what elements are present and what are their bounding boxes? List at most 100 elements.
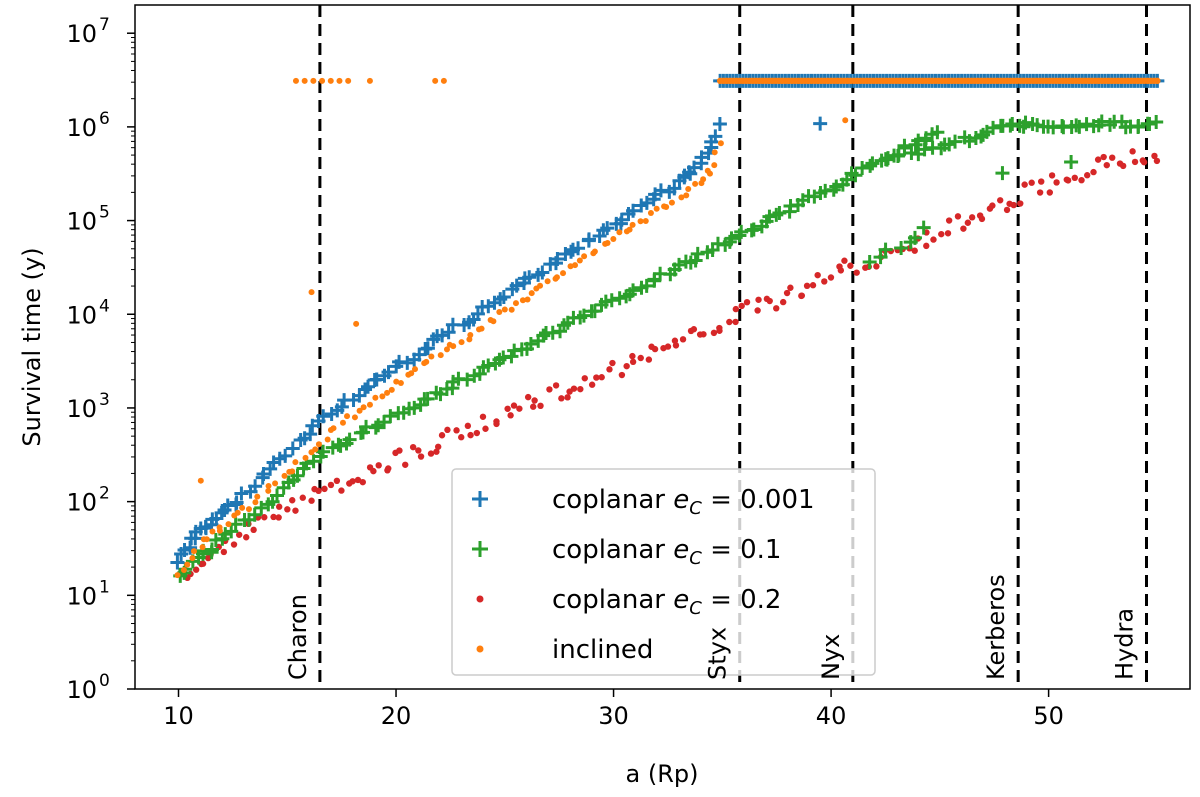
data-point [458, 339, 465, 346]
data-point [366, 77, 373, 84]
data-point [180, 566, 187, 573]
data-point [327, 77, 334, 84]
y-tick-label: 10 [66, 301, 97, 329]
data-point [1119, 162, 1127, 170]
data-point [324, 436, 331, 443]
data-point [220, 548, 228, 556]
data-point [853, 269, 860, 276]
data-point [209, 528, 216, 535]
data-point [299, 494, 306, 501]
y-tick-label: 10 [66, 582, 97, 610]
data-point [577, 385, 584, 393]
legend-marker [476, 645, 484, 653]
data-point [960, 225, 967, 232]
data-point [523, 336, 538, 351]
data-point [923, 242, 930, 250]
data-point [803, 282, 811, 290]
data-point [1129, 148, 1136, 155]
data-point [610, 235, 617, 242]
data-point [813, 116, 828, 131]
data-point [247, 507, 262, 522]
data-point [243, 534, 250, 541]
data-point [385, 465, 392, 472]
data-point [225, 521, 232, 528]
data-point [214, 505, 229, 520]
data-point [467, 331, 474, 338]
data-point [265, 482, 272, 489]
data-point [1103, 161, 1110, 169]
data-point [438, 432, 446, 439]
data-point [639, 278, 654, 293]
data-point [184, 561, 191, 568]
data-point [653, 205, 660, 212]
data-point [1053, 179, 1060, 186]
data-point [546, 386, 553, 393]
band-inclined [292, 77, 447, 84]
data-point [334, 399, 349, 414]
legend-box [451, 468, 876, 676]
data-point [1046, 189, 1054, 196]
data-point [560, 270, 567, 277]
data-point [694, 150, 709, 165]
data-point [668, 199, 675, 206]
x-tick-label: 40 [816, 702, 847, 730]
data-point [441, 325, 456, 340]
data-point [732, 305, 740, 313]
data-point [755, 296, 762, 303]
data-point [285, 441, 300, 456]
data-point [1030, 118, 1045, 133]
data-point [361, 379, 376, 394]
data-point [685, 185, 692, 192]
data-point [292, 459, 299, 466]
data-point [591, 248, 598, 255]
y-tick-exponent: 2 [99, 484, 110, 504]
moon-label-styx: Styx [704, 627, 732, 680]
data-point [289, 497, 296, 504]
data-point [508, 306, 515, 313]
data-point [606, 366, 613, 373]
data-point [319, 77, 326, 84]
data-point [504, 405, 511, 412]
data-point [493, 420, 500, 428]
data-point [408, 370, 415, 377]
data-point [587, 304, 602, 319]
data-point [275, 503, 283, 510]
data-point [911, 247, 918, 254]
x-tick-label: 10 [163, 702, 194, 730]
data-point [281, 472, 288, 479]
data-point [248, 479, 263, 494]
data-point [535, 265, 550, 280]
data-point [344, 413, 351, 420]
data-point [234, 509, 241, 516]
data-point [316, 409, 331, 424]
data-point [1154, 77, 1161, 85]
data-point [1151, 152, 1158, 160]
data-point [467, 431, 474, 439]
data-point [278, 448, 293, 463]
data-point [1131, 158, 1139, 166]
y-tick-exponent: 5 [99, 203, 110, 223]
data-point [501, 306, 508, 313]
data-point [524, 393, 532, 401]
data-point [829, 179, 844, 194]
data-point [453, 427, 460, 434]
data-point [716, 327, 723, 334]
data-point [420, 391, 435, 406]
x-tick-label: 30 [598, 702, 629, 730]
data-point [1131, 119, 1146, 134]
data-point [604, 239, 611, 246]
data-point [678, 194, 685, 201]
y-tick-label: 10 [66, 20, 97, 48]
data-point [368, 420, 383, 435]
data-point [496, 308, 503, 315]
data-point [672, 342, 680, 349]
data-point [746, 222, 761, 237]
data-point [683, 192, 690, 199]
data-point [618, 371, 626, 379]
data-point [516, 405, 523, 412]
data-point [1017, 200, 1024, 207]
data-point [423, 358, 430, 365]
data-point [945, 217, 953, 224]
data-point [490, 318, 497, 325]
